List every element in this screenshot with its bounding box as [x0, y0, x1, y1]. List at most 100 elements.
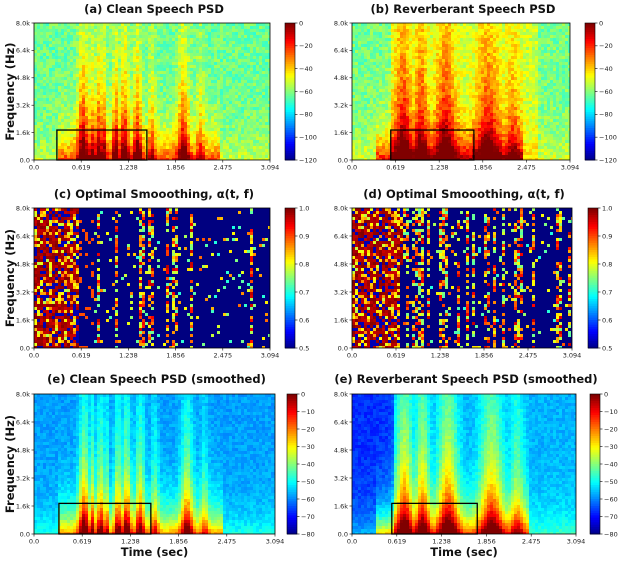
heat-cell — [43, 68, 46, 71]
heat-cell — [97, 53, 100, 56]
heat-cell — [145, 35, 148, 38]
heat-cell — [406, 29, 409, 32]
heat-cell — [394, 26, 397, 29]
heat-cell — [187, 149, 190, 152]
heat-cell — [199, 62, 202, 65]
heat-cell — [418, 29, 421, 32]
heat-cell — [67, 89, 70, 92]
heat-cell — [418, 26, 421, 29]
heat-cell — [382, 152, 385, 155]
heat-cell — [136, 26, 139, 29]
heat-cell — [367, 98, 370, 101]
heat-cell — [214, 125, 217, 128]
heat-cell — [130, 38, 133, 41]
heat-cell — [424, 116, 427, 119]
heat-cell — [43, 134, 46, 137]
heat-cell — [169, 26, 172, 29]
heat-cell — [52, 68, 55, 71]
heat-cell — [187, 53, 190, 56]
heat-cell — [244, 116, 247, 119]
heat-cell — [61, 62, 64, 65]
heat-cell — [34, 149, 37, 152]
heat-cell — [172, 104, 175, 107]
heat-cell — [145, 32, 148, 35]
heat-cell — [223, 65, 226, 68]
heat-cell — [130, 89, 133, 92]
heat-cell — [112, 122, 115, 125]
heat-cell — [352, 29, 355, 32]
heat-cell — [424, 95, 427, 98]
heat-cell — [403, 32, 406, 35]
heat-cell — [397, 38, 400, 41]
heat-cell — [160, 38, 163, 41]
heat-cell — [115, 89, 118, 92]
heat-cell — [256, 50, 259, 53]
heat-cell — [367, 107, 370, 110]
heat-cell — [400, 107, 403, 110]
heat-cell — [382, 125, 385, 128]
heat-cell — [358, 131, 361, 134]
heat-cell — [424, 113, 427, 116]
heat-cell — [391, 35, 394, 38]
heat-cell — [253, 86, 256, 89]
heat-cell — [430, 38, 433, 41]
heat-cell — [190, 107, 193, 110]
heat-cell — [49, 26, 52, 29]
heat-cell — [46, 158, 49, 160]
heat-cell — [244, 113, 247, 116]
heat-cell — [70, 92, 73, 95]
heat-cell — [100, 143, 103, 146]
heat-cell — [130, 86, 133, 89]
heat-cell — [37, 26, 40, 29]
heat-cell — [154, 47, 157, 50]
heat-cell — [433, 53, 436, 56]
heat-cell — [172, 23, 175, 26]
heat-cell — [136, 104, 139, 107]
heat-cell — [52, 122, 55, 125]
heat-cell — [73, 41, 76, 44]
heat-cell — [193, 26, 196, 29]
heat-cell — [223, 95, 226, 98]
heat-cell — [88, 65, 91, 68]
heat-cell — [184, 95, 187, 98]
heat-cell — [376, 74, 379, 77]
heat-cell — [382, 110, 385, 113]
panel-title-a: (a) Clean Speech PSD — [84, 2, 224, 16]
heat-cell — [403, 98, 406, 101]
heat-cell — [124, 71, 127, 74]
heat-cell — [58, 80, 61, 83]
heat-cell — [211, 119, 214, 122]
heat-cell — [223, 146, 226, 149]
heat-cell — [34, 137, 37, 140]
heat-cell — [415, 116, 418, 119]
heat-cell — [175, 86, 178, 89]
heat-cell — [160, 89, 163, 92]
heat-cell — [166, 131, 169, 134]
heat-cell — [364, 137, 367, 140]
heat-cell — [385, 74, 388, 77]
heat-cell — [385, 122, 388, 125]
heat-cell — [208, 83, 211, 86]
heat-cell — [151, 131, 154, 134]
heat-cell — [406, 110, 409, 113]
heat-cell — [379, 83, 382, 86]
heat-cell — [238, 140, 241, 143]
heat-cell — [151, 41, 154, 44]
heat-cell — [73, 83, 76, 86]
heat-cell — [52, 158, 55, 160]
heat-cell — [232, 134, 235, 137]
heat-cell — [67, 32, 70, 35]
heat-cell — [229, 146, 232, 149]
heat-cell — [235, 95, 238, 98]
colorbar-segment — [285, 89, 295, 92]
heat-cell — [211, 140, 214, 143]
heat-cell — [196, 158, 199, 160]
heat-cell — [64, 74, 67, 77]
heat-cell — [394, 50, 397, 53]
heat-cell — [238, 86, 241, 89]
heat-cell — [127, 134, 130, 137]
heat-cell — [142, 77, 145, 80]
heat-cell — [100, 44, 103, 47]
heat-cell — [70, 89, 73, 92]
heat-cell — [175, 80, 178, 83]
